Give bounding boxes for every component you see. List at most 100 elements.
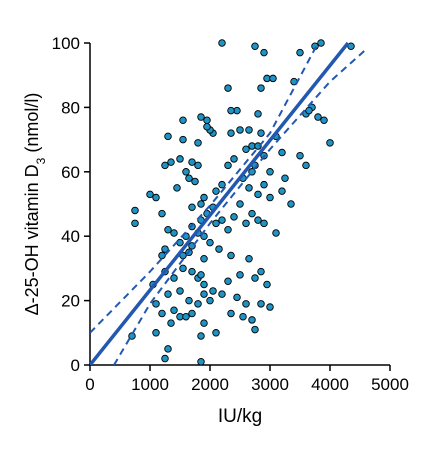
- scatter-point: [170, 274, 178, 282]
- scatter-point: [197, 271, 205, 279]
- scatter-point: [266, 193, 274, 202]
- scatter-point: [194, 300, 202, 308]
- scatter-point: [257, 129, 265, 137]
- scatter-point: [179, 135, 187, 144]
- scatter-point: [314, 113, 322, 121]
- scatter-point: [131, 219, 139, 228]
- scatter-point: [173, 184, 181, 192]
- scatter-point: [242, 219, 250, 228]
- scatter-point: [152, 329, 160, 337]
- scatter-point: [188, 267, 196, 276]
- scatter-point: [146, 190, 154, 199]
- scatter-point: [170, 229, 178, 237]
- scatter-point: [218, 290, 226, 298]
- scatter-point: [296, 48, 304, 57]
- scatter-point: [179, 116, 187, 125]
- scatter-point: [236, 271, 244, 279]
- scatter-point: [212, 329, 220, 337]
- scatter-point: [200, 193, 208, 202]
- scatter-point: [326, 139, 334, 147]
- scatter-point: [185, 296, 193, 305]
- scatter-point: [212, 187, 220, 195]
- y-axis-label: Δ-25-OH vitamin D3 (nmol/l): [22, 93, 48, 316]
- scatter-point: [158, 309, 166, 318]
- scatter-point: [164, 132, 172, 141]
- confidence-band: [113, 48, 367, 365]
- x-tick-label: 2000: [191, 375, 229, 394]
- scatter-point: [248, 316, 256, 324]
- scatter-point: [206, 238, 214, 247]
- x-tick-label: 0: [85, 375, 94, 394]
- scatter-point: [188, 158, 196, 166]
- scatter-point: [227, 309, 235, 318]
- confidence-band: [90, 42, 319, 334]
- scatter-point: [152, 300, 160, 308]
- scatter-point: [263, 280, 271, 289]
- scatter-point: [251, 42, 259, 50]
- scatter-point: [215, 245, 223, 253]
- scatter-point: [242, 300, 250, 308]
- y-tick-label: 20: [61, 292, 80, 311]
- scatter-point: [347, 42, 355, 50]
- scatter-point: [227, 129, 235, 137]
- scatter-point: [206, 296, 214, 305]
- scatter-point: [179, 264, 187, 273]
- scatter-point: [224, 277, 232, 286]
- scatter-point: [197, 358, 205, 366]
- scatter-point: [230, 155, 238, 163]
- scatter-point: [272, 229, 280, 237]
- scatter-point: [170, 306, 178, 315]
- scatter-point: [200, 319, 208, 327]
- scatter-point: [197, 113, 205, 121]
- scatter-point: [266, 303, 274, 311]
- y-label-subscript: 3: [34, 157, 48, 164]
- scatter-point: [188, 203, 196, 211]
- scatter-point: [260, 48, 268, 57]
- scatter-point: [164, 345, 172, 353]
- scatter-point: [131, 206, 139, 215]
- y-label-text: Δ-25-OH vitamin D: [22, 164, 42, 315]
- scatter-point: [245, 184, 253, 192]
- scatter-point: [269, 74, 277, 83]
- scatter-point: [224, 161, 232, 170]
- scatter-point: [254, 190, 262, 199]
- scatter-point: [161, 245, 169, 253]
- scatter-point: [218, 180, 226, 189]
- scatter-point: [161, 354, 169, 363]
- scatter-point: [176, 287, 184, 295]
- scatter-point: [167, 158, 175, 166]
- scatter-point: [167, 319, 175, 327]
- scatter-point: [305, 106, 313, 115]
- scatter-point: [236, 126, 244, 134]
- scatter-point: [161, 161, 169, 170]
- scatter-point: [242, 145, 250, 154]
- scatter-point: [278, 187, 286, 195]
- scatter-point: [209, 287, 217, 295]
- y-tick-label: 40: [61, 227, 80, 246]
- scatter-point: [218, 39, 226, 47]
- scatter-point: [320, 116, 328, 125]
- scatter-point: [197, 332, 205, 340]
- scatter-point: [158, 209, 166, 218]
- scatter-point: [251, 274, 259, 282]
- y-label-suffix: (nmol/l): [22, 93, 42, 158]
- x-tick-label: 3000: [251, 375, 289, 394]
- scatter-point: [257, 300, 265, 308]
- scatter-point: [200, 254, 208, 263]
- scatter-point: [254, 110, 262, 118]
- scatter-point: [266, 168, 274, 176]
- scatter-point: [200, 290, 208, 298]
- scatter-point: [248, 209, 256, 218]
- scatter-point: [278, 148, 286, 157]
- scatter-point: [182, 168, 190, 176]
- scatter-point: [191, 177, 199, 186]
- regression-line: [90, 41, 350, 365]
- scatter-point: [302, 161, 310, 170]
- scatter-point: [182, 312, 190, 321]
- x-tick-label: 1000: [131, 375, 169, 394]
- y-tick-label: 60: [61, 163, 80, 182]
- scatter-point: [260, 180, 268, 189]
- scatter-point: [194, 139, 202, 147]
- scatter-point: [281, 174, 289, 182]
